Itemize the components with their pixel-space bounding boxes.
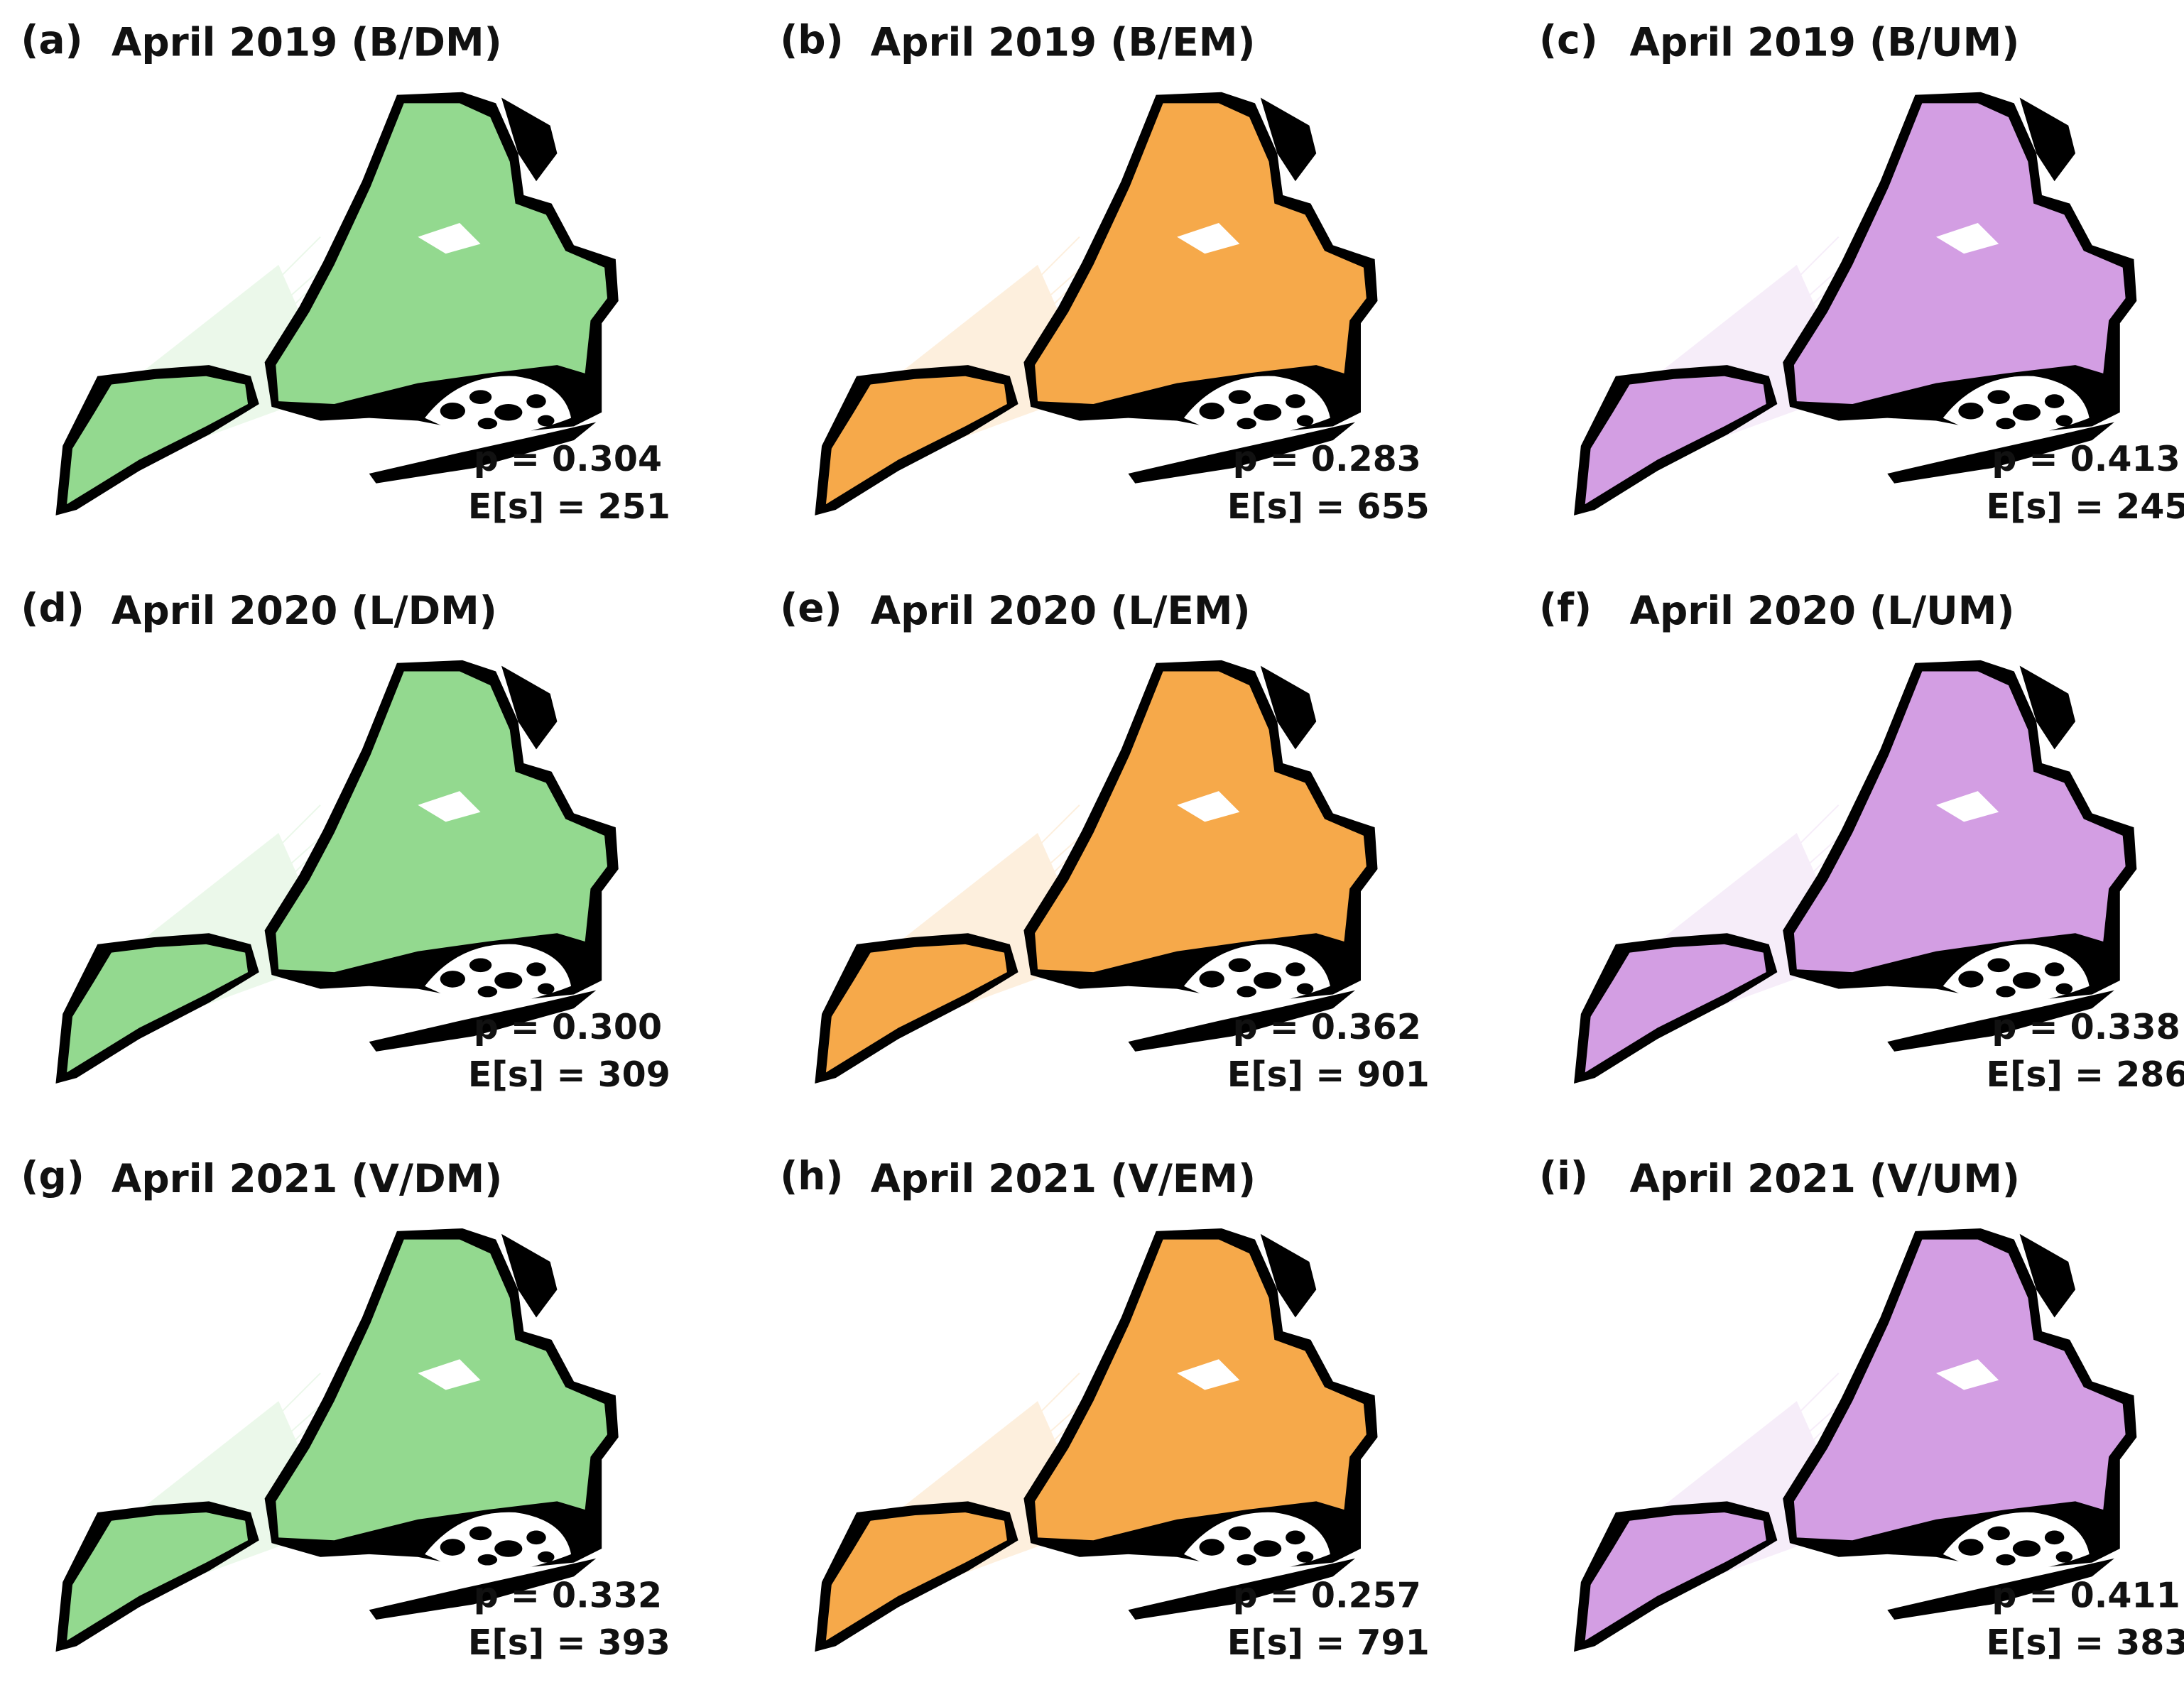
p-value: p = 0.413 (1992, 438, 2180, 479)
p-value: p = 0.411 (1992, 1574, 2180, 1615)
expected-size: E[s] = 309 (468, 1054, 670, 1095)
expected-size: E[s] = 655 (1227, 486, 1430, 527)
expected-size: E[s] = 383 (1987, 1622, 2184, 1663)
panel: (h) April 2021 (V/EM) p = 0.257 E[s] = 791 (780, 1153, 1429, 1663)
expected-size: E[s] = 791 (1227, 1622, 1430, 1663)
p-value: p = 0.338 (1992, 1006, 2180, 1047)
panel-title: April 2019 (B/UM) (1629, 20, 2019, 65)
p-value: p = 0.300 (474, 1006, 662, 1047)
panel-title: April 2020 (L/EM) (871, 588, 1251, 633)
p-value: p = 0.304 (474, 438, 662, 479)
panel-title: April 2020 (L/UM) (1629, 588, 2014, 633)
panel: (g) April 2021 (V/DM) p = 0.332 E[s] = 393 (21, 1153, 670, 1663)
panel: (d) April 2020 (L/DM) p = 0.300 E[s] = 309 (21, 585, 670, 1095)
panel: (b) April 2019 (B/EM) p = 0.283 E[s] = 655 (780, 17, 1429, 527)
panel: (a) April 2019 (B/DM) p = 0.304 E[s] = 251 (21, 17, 670, 527)
panel-label: (g) (21, 1153, 85, 1199)
panel-title: April 2020 (L/DM) (112, 588, 497, 633)
expected-size: E[s] = 245 (1987, 486, 2184, 527)
panel: (c) April 2019 (B/UM) p = 0.413 E[s] = 245 (1539, 17, 2184, 527)
panel-label: (h) (780, 1153, 843, 1199)
panel-title: April 2021 (V/UM) (1629, 1156, 2020, 1201)
panel-label: (a) (21, 17, 82, 62)
p-value: p = 0.257 (1233, 1574, 1421, 1615)
p-value: p = 0.283 (1233, 438, 1421, 479)
panel-label: (e) (780, 585, 842, 631)
p-value: p = 0.362 (1233, 1006, 1421, 1047)
panel: (e) April 2020 (L/EM) p = 0.362 E[s] = 901 (780, 585, 1429, 1095)
expected-size: E[s] = 393 (468, 1622, 670, 1663)
panel-title: April 2019 (B/EM) (871, 20, 1256, 65)
panel-label: (d) (21, 585, 85, 631)
expected-size: E[s] = 901 (1227, 1054, 1430, 1095)
panel-title: April 2021 (V/EM) (871, 1156, 1256, 1201)
panel-label: (f) (1539, 585, 1592, 631)
panel: (i) April 2021 (V/UM) p = 0.411 E[s] = 383 (1539, 1153, 2184, 1663)
expected-size: E[s] = 286 (1987, 1054, 2184, 1095)
panel-label: (c) (1539, 17, 1598, 62)
p-value: p = 0.332 (474, 1574, 662, 1615)
expected-size: E[s] = 251 (468, 486, 670, 527)
panel-label: (i) (1539, 1153, 1588, 1199)
panel-label: (b) (780, 17, 844, 62)
panel: (f) April 2020 (L/UM) p = 0.338 E[s] = 286 (1539, 585, 2184, 1095)
panel-title: April 2019 (B/DM) (112, 20, 502, 65)
panel-title: April 2021 (V/DM) (112, 1156, 503, 1201)
